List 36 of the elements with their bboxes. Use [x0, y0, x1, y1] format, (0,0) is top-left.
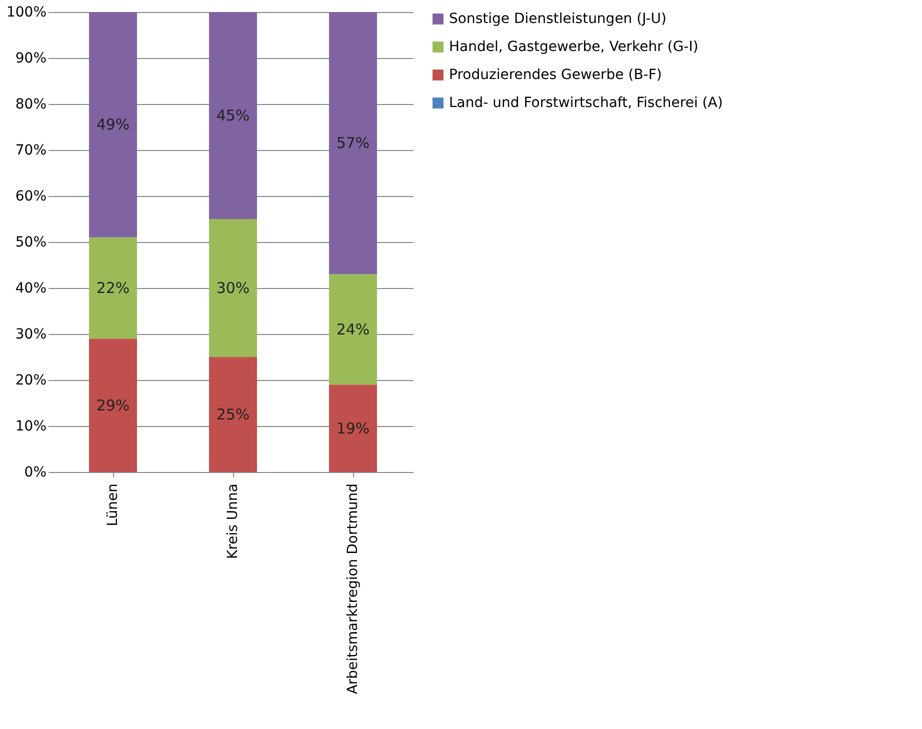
bar [209, 12, 257, 219]
y-tick-label: 80% [15, 96, 46, 112]
bar [329, 384, 377, 472]
legend-label: Land- und Forstwirtschaft, Fischerei (A) [449, 95, 723, 111]
bar [89, 237, 137, 339]
bar [89, 12, 137, 238]
y-tick-label: 40% [15, 280, 46, 296]
y-tick-label: 90% [15, 50, 46, 66]
legend-label: Produzierendes Gewerbe (B-F) [449, 67, 662, 83]
data-label: 49% [96, 116, 130, 134]
data-label: 22% [96, 279, 130, 297]
y-tick-label: 50% [15, 234, 46, 250]
bar [89, 338, 137, 472]
bar [329, 274, 377, 385]
y-tick-label: 70% [15, 142, 46, 158]
bar [329, 12, 377, 274]
x-tick-label: Arbeitsmarktregion Dortmund [345, 484, 361, 694]
data-label: 30% [216, 279, 250, 297]
y-tick-label: 60% [15, 188, 46, 204]
data-label: 45% [216, 106, 250, 124]
data-label: 57% [336, 134, 370, 152]
x-tick-label: Lünen [105, 484, 121, 526]
data-label: 29% [96, 396, 130, 414]
bar [209, 219, 257, 357]
x-tick-label: Kreis Unna [225, 484, 241, 559]
legend-label: Handel, Gastgewerbe, Verkehr (G-I) [449, 39, 698, 55]
y-tick-label: 10% [15, 418, 46, 434]
y-tick-label: 100% [6, 4, 46, 20]
y-tick-label: 30% [15, 326, 46, 342]
data-label: 19% [336, 419, 370, 438]
y-tick-label: 0% [24, 464, 46, 480]
bar [209, 357, 257, 472]
y-tick-label: 20% [15, 372, 46, 388]
data-label: 24% [336, 320, 370, 338]
legend-label: Sonstige Dienstleistungen (J-U) [449, 11, 666, 27]
data-label: 25% [216, 406, 250, 424]
